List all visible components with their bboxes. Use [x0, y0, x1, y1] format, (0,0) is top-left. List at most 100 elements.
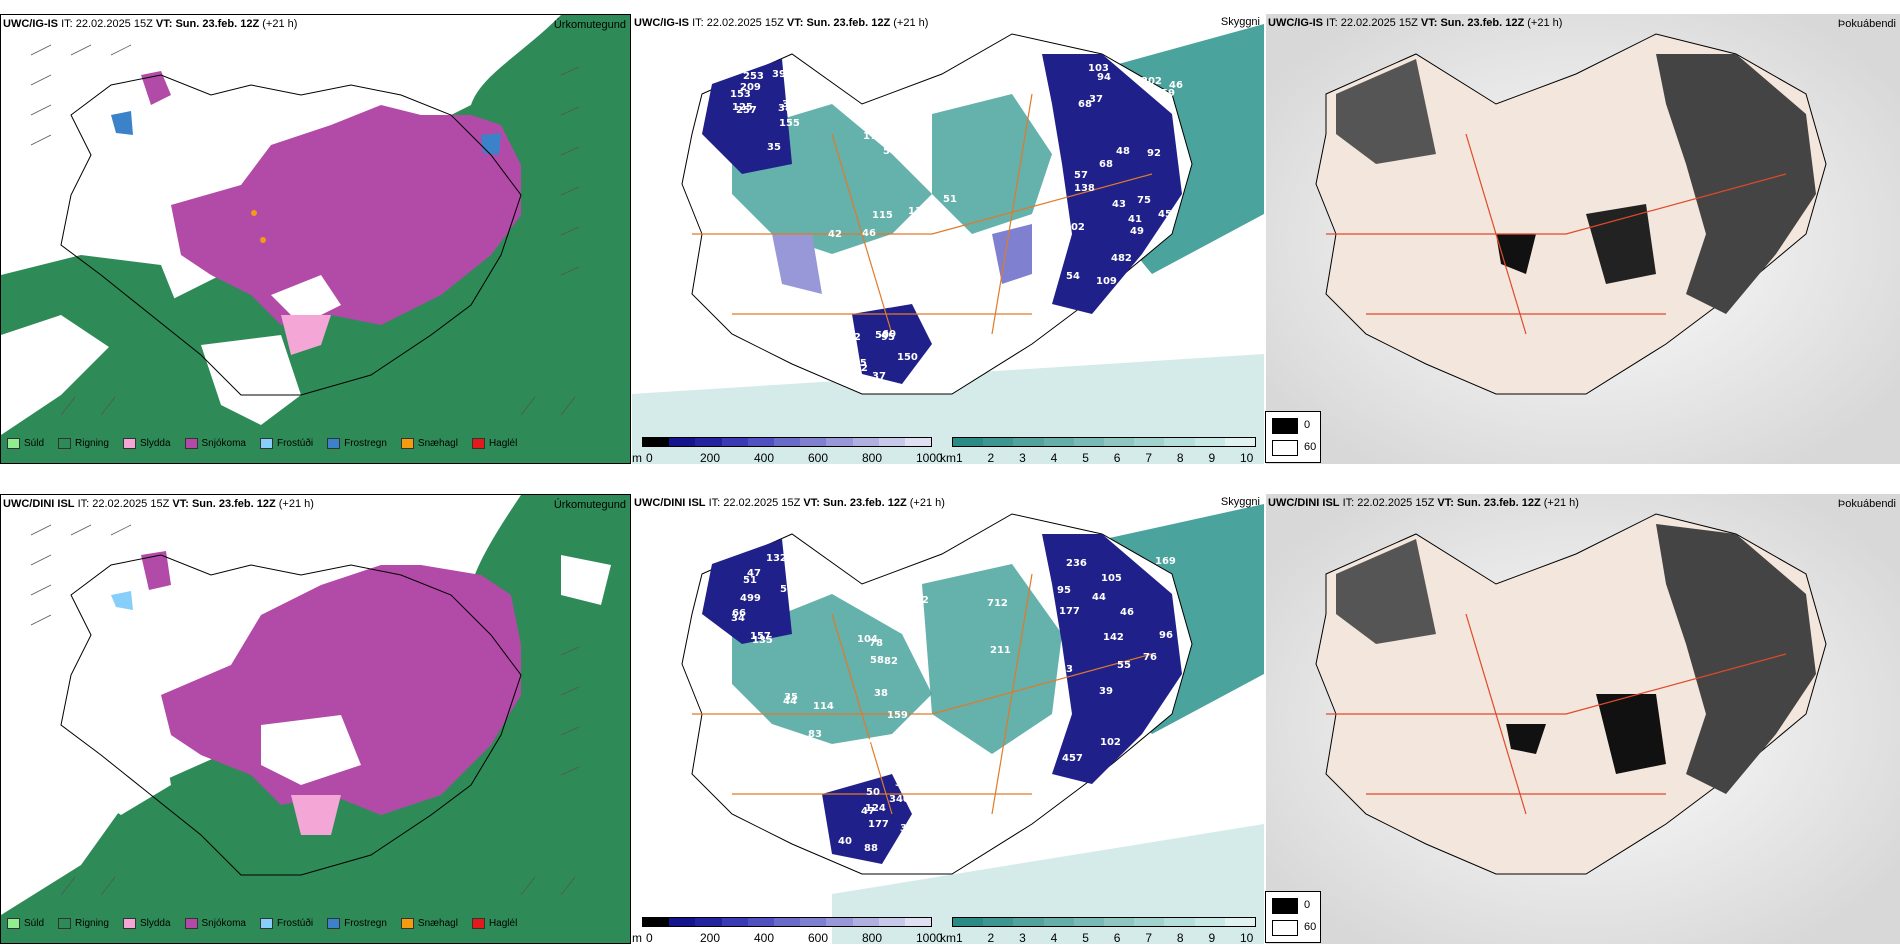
visibility-value: 103	[1088, 63, 1109, 74]
visibility-value: 68	[1099, 159, 1113, 170]
legend-label: Súld	[24, 918, 45, 929]
legend-swatch	[184, 918, 198, 929]
legend-item-rigning: Rigning	[58, 438, 109, 449]
visibility-value: 76	[1143, 652, 1157, 663]
legend-label: Slydda	[139, 918, 171, 929]
colorbar-tick: 9	[1208, 931, 1216, 944]
legend-swatch	[122, 438, 136, 449]
legend-item-slydda: Slydda	[122, 918, 171, 929]
legend-swatch	[259, 918, 273, 929]
colorbar-tick: 400	[754, 451, 775, 464]
visibility-value: 95	[881, 332, 895, 343]
colorbar-tick: 3	[1019, 451, 1026, 464]
visibility-value: 47	[747, 568, 761, 579]
legend-label: Snjókoma	[201, 438, 246, 449]
legend-swatch	[7, 438, 20, 449]
legend-swatch	[400, 438, 414, 449]
visibility-value: 37	[1089, 94, 1103, 105]
legend-label: Snæhagl	[417, 918, 458, 929]
visibility-value: 257	[736, 105, 757, 116]
colorbar-tick: 800	[862, 931, 883, 944]
visibility-value: 212	[908, 595, 929, 606]
legend-label: Snæhagl	[417, 438, 458, 449]
visibility-value: 115	[872, 210, 893, 221]
visibility-value: 153	[730, 89, 751, 100]
legend-swatch	[184, 438, 198, 449]
visibility-value: 78	[869, 638, 883, 649]
visibility-value: 96	[1159, 630, 1173, 641]
colorbar-unit: m	[632, 931, 642, 944]
colorbar-strip	[642, 917, 932, 927]
visibility-value: 55	[1117, 660, 1131, 671]
precip-type-panel-bottom: UWC/DINI ISL IT: 22.02.2025 15Z VT: Sun.…	[0, 494, 631, 944]
visibility-value: 340	[889, 794, 910, 805]
visibility-value: 283	[902, 610, 923, 621]
fog-map-bottom	[1266, 494, 1900, 944]
fog-legend-bottom: 0 60	[1265, 891, 1321, 943]
legend-item-snæhagl: Snæhagl	[400, 438, 458, 449]
visibility-value: 105	[1101, 573, 1122, 584]
visibility-value: 124	[865, 803, 886, 814]
visibility-value: 50	[866, 787, 880, 798]
visibility-panel-bottom: 91 56 55 58 66 83 82 457 177 167 211 305 283 78 135 96 1…	[632, 494, 1264, 944]
visibility-value: 325	[800, 746, 821, 757]
colorbar-tick: 10	[1240, 451, 1254, 464]
legend-label: Haglél	[488, 918, 518, 929]
colorbar-tick: 6	[1113, 451, 1121, 464]
visibility-value: 109	[1096, 276, 1117, 287]
legend-swatch	[327, 438, 341, 449]
visibility-value: 51	[743, 575, 757, 586]
visibility-value: 177	[1059, 606, 1080, 617]
colorbar-tick: 600	[808, 931, 829, 944]
vis-colorbar-top: km 1 2 3 4 5 6 7 8 9 10	[940, 437, 1260, 464]
visibility-number-labels: 115 59 43 54 57 102 103 102 138 75 125 313 408 68 92 68…	[730, 63, 1183, 382]
height-colorbar-bottom: m 0 200 400 600 800 1000	[632, 917, 943, 944]
legend-label: Slydda	[139, 438, 171, 449]
colorbar-tick: 1	[956, 451, 963, 464]
visibility-value: 83	[1059, 664, 1073, 675]
panel-title: Skyggni	[1220, 496, 1260, 508]
fog-map-top	[1266, 14, 1900, 464]
colorbar-tick: 7	[1145, 451, 1153, 464]
colorbar-tick: 1000	[916, 931, 943, 944]
visibility-value: 167	[1118, 764, 1139, 775]
fog-panel-top: UWC/IG-IS IT: 22.02.2025 15Z VT: Sun. 23…	[1266, 14, 1900, 464]
colorbar-tick: 8	[1176, 451, 1184, 464]
visibility-value: 95	[1057, 585, 1071, 596]
colorbar-unit: km	[940, 931, 956, 944]
visibility-value: 138	[1074, 183, 1095, 194]
colorbar-tick: 400	[754, 931, 775, 944]
visibility-value: 44	[1092, 592, 1106, 603]
fog-swatch-60	[1272, 440, 1298, 456]
legend-item-haglél: Haglél	[471, 438, 517, 449]
legend-swatch	[58, 438, 72, 449]
visibility-value: 36	[923, 252, 937, 263]
visibility-value: 94	[1097, 72, 1111, 83]
visibility-value: 46	[1120, 607, 1134, 618]
panel-title: Þokuábendi	[1837, 18, 1896, 30]
colorbar-tick: 0	[646, 931, 653, 944]
legend-item-súld: Súld	[7, 918, 44, 929]
colorbar-tick: 200	[700, 931, 721, 944]
vis-colorbar-bottom: km 1 2 3 4 5 6 7 8 9 10	[940, 917, 1260, 944]
legend-label: Rigning	[75, 918, 109, 929]
visibility-value: 155	[779, 118, 800, 129]
colorbar-tick: 5	[1082, 931, 1089, 944]
visibility-value: 49	[1130, 226, 1144, 237]
visibility-value: 211	[990, 645, 1011, 656]
precip-map-bottom	[1, 495, 630, 943]
visibility-value: 37	[872, 371, 886, 382]
visibility-value: 482	[1111, 253, 1132, 264]
visibility-value: 202	[1141, 76, 1162, 87]
legend-item-frostregn: Frostregn	[327, 438, 387, 449]
colorbar-tick: 1	[956, 931, 963, 944]
panel-header: UWC/IG-IS IT: 22.02.2025 15Z VT: Sun. 23…	[1268, 17, 1563, 29]
visibility-value: 40	[965, 243, 979, 254]
colorbar-strip	[952, 437, 1256, 447]
colorbar-unit: km	[940, 451, 956, 464]
fog-swatch-0	[1272, 898, 1298, 914]
panel-title: Þokuábendi	[1837, 498, 1896, 510]
visibility-value: 39	[900, 823, 914, 834]
precip-legend: Súld Rigning Slydda Snjókoma Frostúði Frostre…	[7, 438, 517, 449]
